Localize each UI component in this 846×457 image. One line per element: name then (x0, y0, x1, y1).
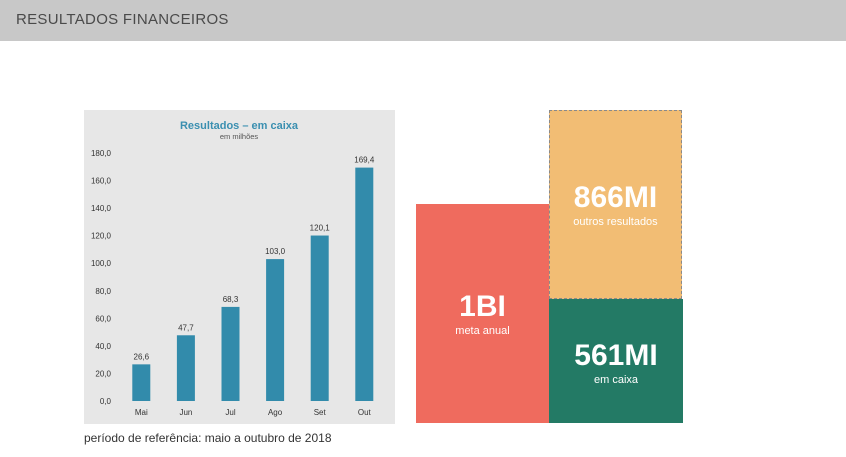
other-results-block: 866MI outros resultados (549, 110, 682, 299)
cash-value: 561MI (574, 339, 658, 372)
bar-value-label: 68,3 (223, 295, 239, 304)
cash-block: 561MI em caixa (549, 299, 683, 423)
other-results-value: 866MI (573, 181, 658, 214)
y-tick-label: 0,0 (100, 397, 112, 406)
chart-title: Resultados – em caixa (180, 120, 299, 132)
y-tick-label: 20,0 (95, 369, 111, 378)
page-title: RESULTADOS FINANCEIROS (16, 11, 229, 28)
y-tick-label: 160,0 (91, 177, 112, 186)
y-tick-label: 140,0 (91, 204, 112, 213)
bar-value-label: 120,1 (310, 224, 331, 233)
cash-label: em caixa (593, 374, 639, 386)
other-results-label: outros resultados (573, 216, 658, 228)
reference-period-note: período de referência: maio a outubro de… (84, 431, 332, 445)
chart-subtitle: em milhões (220, 132, 259, 141)
bar-value-label: 169,4 (354, 156, 375, 165)
bar-value-label: 103,0 (265, 247, 286, 256)
bar (266, 259, 285, 401)
x-tick-label: Out (358, 408, 372, 417)
annual-goal-label: meta anual (455, 325, 510, 337)
x-tick-label: Mai (135, 408, 148, 417)
y-tick-label: 60,0 (95, 314, 111, 323)
bar-value-label: 47,7 (178, 323, 194, 332)
annual-goal-block: 1BI meta anual (416, 204, 549, 423)
y-tick-label: 120,0 (91, 232, 112, 241)
y-tick-label: 40,0 (95, 342, 111, 351)
bar (310, 235, 329, 401)
bar (221, 306, 240, 401)
x-tick-label: Set (314, 408, 327, 417)
bar (176, 335, 195, 401)
bar (355, 167, 374, 401)
page-header: RESULTADOS FINANCEIROS (0, 0, 846, 41)
y-tick-label: 100,0 (91, 259, 112, 268)
bar-value-label: 26,6 (134, 352, 150, 361)
annual-goal-value: 1BI (459, 290, 506, 323)
x-tick-label: Ago (268, 408, 283, 417)
y-tick-label: 80,0 (95, 287, 111, 296)
bar (132, 364, 151, 401)
x-tick-label: Jul (225, 408, 235, 417)
cash-results-chart: Resultados – em caixa em milhões 0,0 20,0 40… (84, 110, 395, 424)
y-tick-label: 180,0 (91, 149, 112, 158)
x-tick-label: Jun (179, 408, 192, 417)
